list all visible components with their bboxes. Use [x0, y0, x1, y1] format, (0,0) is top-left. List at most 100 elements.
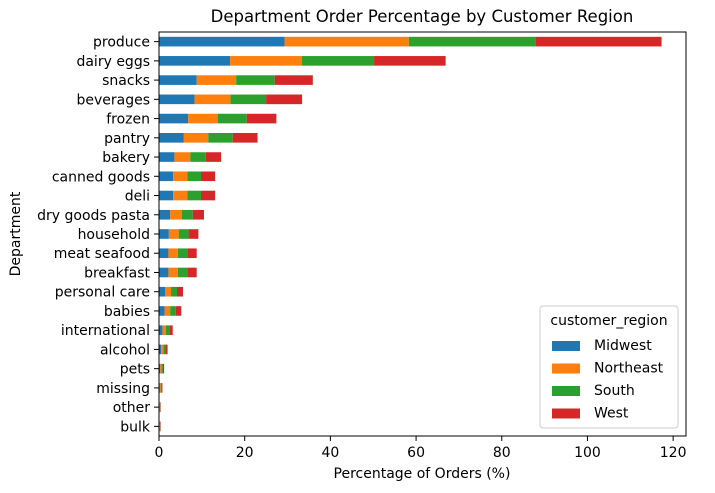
bar-midwest-breakfast — [159, 267, 169, 278]
bar-northeast-bakery — [174, 152, 191, 162]
bar-west-babies — [175, 306, 182, 316]
bar-south-produce — [408, 36, 536, 47]
y-tick-label: meat seafood — [54, 246, 150, 262]
y-tick-label: beverages — [76, 92, 150, 108]
bar-west-alcohol — [165, 344, 168, 355]
bar-northeast-personal-care — [164, 286, 171, 297]
bar-northeast-pets — [160, 363, 162, 374]
bar-south-international — [165, 325, 170, 335]
bar-northeast-meat-seafood — [168, 248, 178, 259]
bar-northeast-deli — [173, 190, 188, 201]
y-tick-label: alcohol — [100, 342, 150, 358]
bar-midwest-alcohol — [159, 344, 162, 355]
bar-northeast-missing — [159, 383, 161, 393]
bar-south-canned-goods — [187, 171, 201, 182]
y-tick-label: household — [78, 227, 150, 243]
x-tick-label: 80 — [493, 445, 511, 461]
bar-midwest-deli — [159, 190, 174, 201]
legend-box — [539, 305, 679, 429]
bar-northeast-pantry — [183, 133, 209, 143]
legend-label-south: South — [594, 383, 635, 399]
x-tick-label: 100 — [574, 445, 601, 461]
x-tick-label: 20 — [236, 445, 254, 461]
x-axis-label: Percentage of Orders (%) — [334, 466, 511, 482]
bar-west-snacks — [274, 75, 313, 85]
bar-midwest-meat-seafood — [159, 248, 169, 259]
bar-south-meat-seafood — [177, 248, 188, 259]
y-tick-label: snacks — [102, 73, 150, 89]
bar-south-pets — [161, 363, 163, 374]
bar-west-pantry — [232, 133, 258, 143]
legend-swatch-northeast — [552, 363, 580, 374]
bar-west-produce — [535, 36, 662, 47]
bar-northeast-snacks — [196, 75, 237, 85]
legend-items: Midwest Northeast South West — [552, 338, 664, 422]
bar-south-missing — [160, 383, 162, 393]
x-tick-label: 40 — [321, 445, 339, 461]
bar-midwest-frozen — [159, 113, 189, 124]
bar-west-missing — [161, 383, 163, 393]
chart-title: Department Order Percentage by Customer … — [211, 7, 634, 26]
x-tick-label: 60 — [407, 445, 425, 461]
bar-midwest-canned-goods — [159, 171, 174, 182]
bar-west-deli — [200, 190, 216, 201]
bar-south-pantry — [208, 133, 233, 143]
y-tick-label: dairy eggs — [76, 54, 150, 70]
bar-midwest-snacks — [159, 75, 197, 85]
y-tick-label: pets — [120, 362, 150, 378]
bar-south-household — [178, 229, 189, 239]
y-tick-label: breakfast — [84, 265, 150, 281]
bar-northeast-babies — [164, 306, 171, 316]
bar-south-dry-goods-pasta — [181, 209, 193, 220]
y-tick-label: bakery — [102, 150, 150, 166]
bar-west-bakery — [205, 152, 222, 162]
y-tick-label: canned goods — [52, 169, 150, 185]
y-tick-label: frozen — [106, 112, 150, 128]
bar-midwest-pantry — [159, 133, 184, 143]
y-tick-label: personal care — [55, 285, 150, 301]
legend-swatch-west — [552, 408, 580, 419]
bar-midwest-dairy-eggs — [159, 56, 231, 66]
bar-west-personal-care — [176, 286, 183, 297]
bars-layer — [159, 36, 662, 432]
y-axis-label: Department — [8, 191, 24, 276]
y-tick-label: deli — [125, 189, 150, 205]
bar-west-dairy-eggs — [374, 56, 446, 66]
bar-northeast-produce — [284, 36, 409, 47]
legend-label-midwest: Midwest — [594, 338, 652, 354]
legend-swatch-south — [552, 386, 580, 396]
bar-midwest-household — [159, 229, 169, 239]
x-axis: 0 20 40 60 80 100 120 — [155, 436, 687, 461]
bar-south-breakfast — [177, 267, 188, 278]
bar-west-household — [188, 229, 199, 239]
bar-northeast-beverages — [194, 94, 231, 105]
bar-west-beverages — [266, 94, 303, 105]
bar-west-pets — [162, 363, 165, 374]
bar-northeast-household — [168, 229, 179, 239]
bar-northeast-international — [162, 325, 166, 335]
bar-west-dry-goods-pasta — [192, 209, 204, 220]
bar-midwest-international — [159, 325, 163, 335]
bar-south-dairy-eggs — [301, 56, 375, 66]
y-tick-label: dry goods pasta — [37, 208, 150, 224]
bar-south-frozen — [217, 113, 247, 124]
y-tick-label: produce — [93, 35, 150, 51]
bar-midwest-personal-care — [159, 286, 165, 297]
x-tick-label: 0 — [155, 445, 164, 461]
bar-south-personal-care — [170, 286, 177, 297]
bar-northeast-dry-goods-pasta — [170, 209, 182, 220]
bar-south-beverages — [230, 94, 267, 105]
bar-northeast-canned-goods — [173, 171, 188, 182]
bar-south-bakery — [190, 152, 206, 162]
bar-midwest-dry-goods-pasta — [159, 209, 171, 220]
y-tick-label: missing — [96, 381, 150, 397]
bar-south-alcohol — [163, 344, 166, 355]
y-tick-label: other — [113, 400, 151, 416]
y-tick-label: international — [61, 323, 150, 339]
legend: customer_region Midwest Northeast South Wes… — [539, 305, 679, 429]
bar-midwest-bakery — [159, 152, 175, 162]
legend-swatch-midwest — [552, 341, 580, 351]
bar-midwest-babies — [159, 306, 165, 316]
